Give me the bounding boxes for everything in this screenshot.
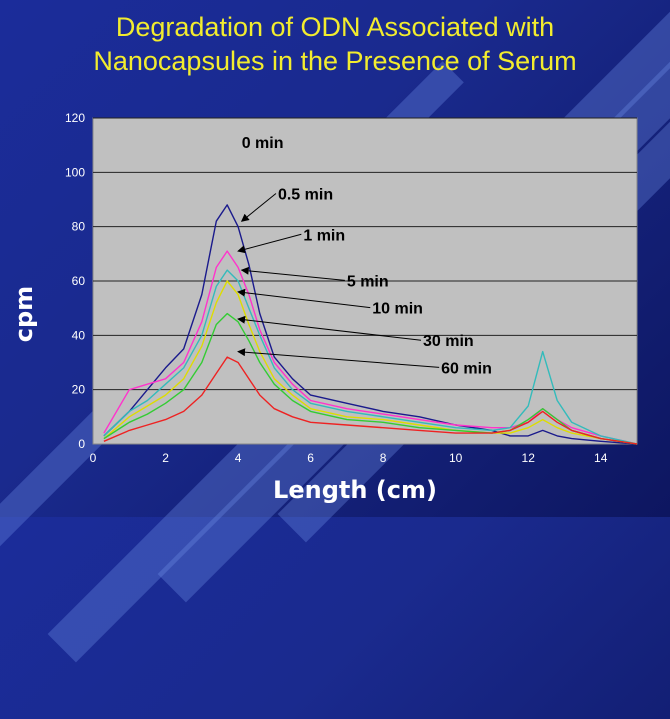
y-tick-label: 60: [72, 274, 86, 288]
y-tick-label: 100: [65, 165, 85, 179]
annotation-label: 30 min: [423, 333, 474, 350]
annotation-arrow: [237, 348, 440, 368]
x-tick-label: 12: [522, 451, 536, 465]
annotation-label: 10 min: [372, 301, 423, 318]
x-tick-label: 0: [90, 451, 97, 465]
y-tick-label: 120: [65, 111, 85, 125]
x-tick-label: 10: [449, 451, 463, 465]
x-tick-label: 6: [307, 451, 314, 465]
annotation-arrow: [237, 315, 422, 341]
x-tick-label: 2: [162, 451, 169, 465]
y-tick-label: 40: [72, 328, 86, 342]
annotation-label: 0 min: [242, 135, 284, 152]
annotation-arrow: [240, 193, 277, 222]
x-axis-label: Length (cm): [273, 476, 437, 504]
x-tick-label: 8: [380, 451, 387, 465]
series-line-30-min: [103, 312, 638, 445]
title-line-2: Nanocapsules in the Presence of Serum: [93, 46, 577, 76]
series-line-0-5-min: [103, 204, 638, 445]
series-line-10-min: [103, 280, 638, 445]
annotation-arrow: [237, 288, 371, 309]
annotation-label: 1 min: [303, 227, 345, 244]
chart: 0 20 40 60 80 100 120 0 2 4 6 8 10 12 14 0 min 0.5 min…: [65, 111, 638, 465]
annotation-label: 0.5 min: [278, 187, 333, 204]
annotation-label: 5 min: [347, 273, 389, 290]
annotation-label: 60 min: [441, 360, 492, 377]
y-tick-label: 0: [78, 437, 85, 451]
y-tick-label: 20: [72, 383, 86, 397]
series-line-60-min: [103, 356, 638, 445]
x-tick-label: 4: [235, 451, 242, 465]
annotation-arrow: [240, 266, 345, 281]
slide-title: Degradation of ODN Associated with Nanoc…: [0, 10, 670, 78]
y-tick-label: 80: [72, 220, 86, 234]
series-line-5-min: [103, 269, 638, 445]
x-tick-label: 14: [594, 451, 608, 465]
y-axis-label: cpm: [10, 285, 38, 343]
annotation-arrow: [237, 233, 302, 254]
title-line-1: Degradation of ODN Associated with: [115, 12, 555, 42]
